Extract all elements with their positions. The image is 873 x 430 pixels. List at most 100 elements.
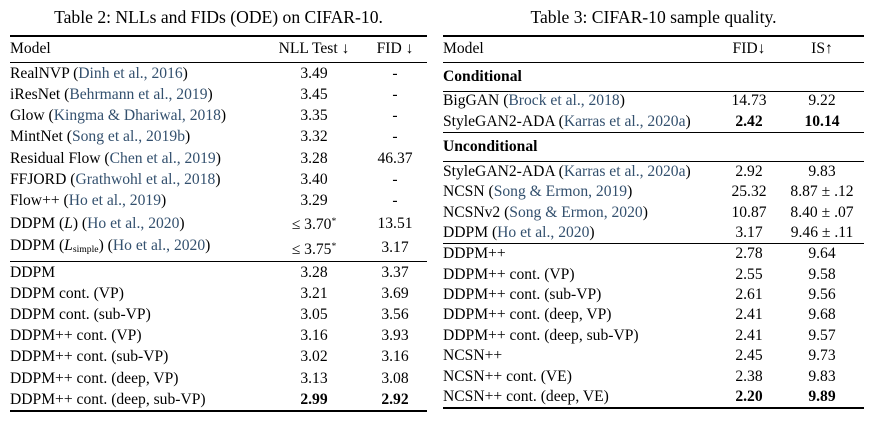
- text-run: 9.58: [808, 265, 836, 283]
- text-run: 2.92: [735, 162, 763, 180]
- model-cell: DDPM (L) (Ho et al., 2020): [10, 211, 265, 235]
- table-row: Glow (Kingma & Dhariwal, 2018) 3.35 -: [10, 105, 427, 126]
- column-header: NLL Test ↓: [265, 35, 363, 63]
- text-run: 2.99: [300, 390, 328, 408]
- text-run: 2.45: [735, 347, 763, 365]
- text-run: ): [179, 214, 185, 232]
- text-run: NCSN++ cont. (VE): [443, 367, 572, 385]
- citation-link: Ho et al., 2020: [112, 237, 206, 255]
- value-cell: 3.02: [265, 346, 363, 367]
- section-row: Conditional: [443, 62, 864, 92]
- text-run: -: [392, 170, 398, 188]
- text-run: 3.21: [300, 284, 328, 302]
- citation-link: Ho et al., 2020: [87, 214, 180, 232]
- text-run: 9.89: [808, 387, 836, 405]
- value-cell: 14.73: [718, 90, 780, 112]
- text-run: Flow++ (: [10, 192, 69, 210]
- table-row: NCSN++ cont. (deep, VE) 2.20 9.89: [443, 387, 864, 408]
- model-cell: iResNet (Behrmann et al., 2019): [10, 84, 265, 105]
- table-row: StyleGAN2-ADA (Karras et al., 2020a) 2.42…: [443, 112, 864, 133]
- model-cell: StyleGAN2-ADA (Karras et al., 2020a): [443, 112, 718, 133]
- citation-link: Behrmann et al., 2019: [69, 86, 208, 104]
- column-header: FID↓: [718, 35, 780, 63]
- citation-link: Chen et al., 2019: [109, 149, 216, 167]
- table-row: NCSNv2 (Song & Ermon, 2020) 10.87 8.40 ± .…: [443, 203, 864, 223]
- text-run: L: [64, 237, 73, 255]
- value-cell: -: [363, 127, 427, 148]
- value-cell: 3.17: [363, 236, 427, 262]
- text-run: DDPM++ cont. (VP): [443, 265, 575, 283]
- text-run: DDPM++: [443, 245, 506, 263]
- table-row: NCSN (Song & Ermon, 2019) 25.32 8.87 ± .12: [443, 182, 864, 202]
- value-cell: 10.14: [780, 112, 864, 133]
- citation-link: Kingma & Dhariwal, 2018: [53, 107, 221, 125]
- table-row: NCSN++ 2.45 9.73: [443, 346, 864, 366]
- citation-link: Song & Ermon, 2020: [509, 203, 643, 221]
- model-cell: DDPM cont. (VP): [10, 283, 265, 304]
- table-row: DDPM cont. (VP) 3.21 3.69: [10, 283, 427, 304]
- text-run: 3.08: [381, 369, 409, 387]
- column-header: FID ↓: [363, 35, 427, 63]
- value-cell: 2.92: [363, 389, 427, 411]
- value-cell: 3.28: [265, 260, 363, 283]
- model-cell: NCSN (Song & Ermon, 2019): [443, 182, 718, 202]
- table-row: DDPM++ cont. (sub-VP) 3.02 3.16: [10, 346, 427, 367]
- value-cell: 2.55: [718, 265, 780, 285]
- text-run: ): [215, 149, 221, 167]
- text-run: NCSN++: [443, 347, 503, 365]
- table-row: DDPM++ 2.78 9.64: [443, 243, 864, 265]
- text-run: DDPM (: [443, 223, 498, 241]
- text-run: NCSNv2 (: [443, 203, 510, 221]
- text-run: ): [185, 128, 191, 146]
- text-run: StyleGAN2-ADA (: [443, 162, 564, 180]
- model-cell: DDPM++ cont. (deep, VP): [443, 306, 718, 326]
- table-2: Model NLL Test ↓ FID ↓ RealNVP (Dinh et al.…: [10, 35, 427, 412]
- text-run: 3.45: [300, 86, 328, 104]
- text-run: ) (: [98, 237, 113, 255]
- value-cell: 3.35: [265, 105, 363, 126]
- value-cell: 10.87: [718, 203, 780, 223]
- text-run: 2.42: [735, 112, 763, 130]
- text-run: 2.38: [735, 367, 763, 385]
- model-cell: Residual Flow (Chen et al., 2019): [10, 148, 265, 169]
- text-run: ): [685, 162, 691, 180]
- text-run: DDPM++ cont. (deep, VP): [443, 306, 612, 324]
- text-run: simple: [72, 244, 99, 256]
- text-run: 3.69: [381, 284, 409, 302]
- model-cell: DDPM (Ho et al., 2020): [443, 223, 718, 244]
- text-run: Glow (: [10, 107, 54, 125]
- text-run: 2.61: [735, 286, 763, 304]
- text-run: 2.55: [735, 265, 763, 283]
- value-cell: 3.93: [363, 325, 427, 346]
- text-run: MintNet (: [10, 128, 72, 146]
- text-run: DDPM (: [10, 214, 65, 232]
- model-cell: DDPM (Lsimple) (Ho et al., 2020): [10, 236, 265, 262]
- text-run: 9.22: [808, 92, 836, 110]
- header-row: Model NLL Test ↓ FID ↓: [10, 35, 427, 63]
- model-cell: DDPM++ cont. (deep, sub-VP): [10, 389, 265, 411]
- text-run: ): [685, 112, 691, 130]
- text-run: 3.37: [381, 263, 409, 281]
- model-cell: DDPM++ cont. (sub-VP): [443, 285, 718, 305]
- value-cell: 9.68: [780, 306, 864, 326]
- text-run: 3.93: [381, 327, 409, 345]
- text-run: 25.32: [731, 183, 767, 201]
- text-run: 3.13: [300, 369, 328, 387]
- text-run: 3.49: [300, 64, 328, 82]
- text-run: DDPM++ cont. (deep, VP): [10, 369, 179, 387]
- text-run: 3.16: [381, 348, 409, 366]
- section-label: Conditional: [443, 62, 864, 92]
- text-run: ): [619, 92, 625, 110]
- value-cell: 2.41: [718, 326, 780, 346]
- model-cell: DDPM++ cont. (VP): [10, 325, 265, 346]
- text-run: -: [392, 192, 398, 210]
- value-cell: 9.57: [780, 326, 864, 346]
- model-cell: DDPM cont. (sub-VP): [10, 304, 265, 325]
- text-run: 3.29: [300, 192, 328, 210]
- value-cell: 9.89: [780, 387, 864, 408]
- text-run: ): [220, 107, 227, 125]
- text-run: DDPM (: [10, 237, 65, 255]
- model-cell: DDPM: [10, 260, 265, 283]
- text-run: StyleGAN2-ADA (: [443, 112, 564, 130]
- table-row: NCSN++ cont. (VE) 2.38 9.83: [443, 367, 864, 387]
